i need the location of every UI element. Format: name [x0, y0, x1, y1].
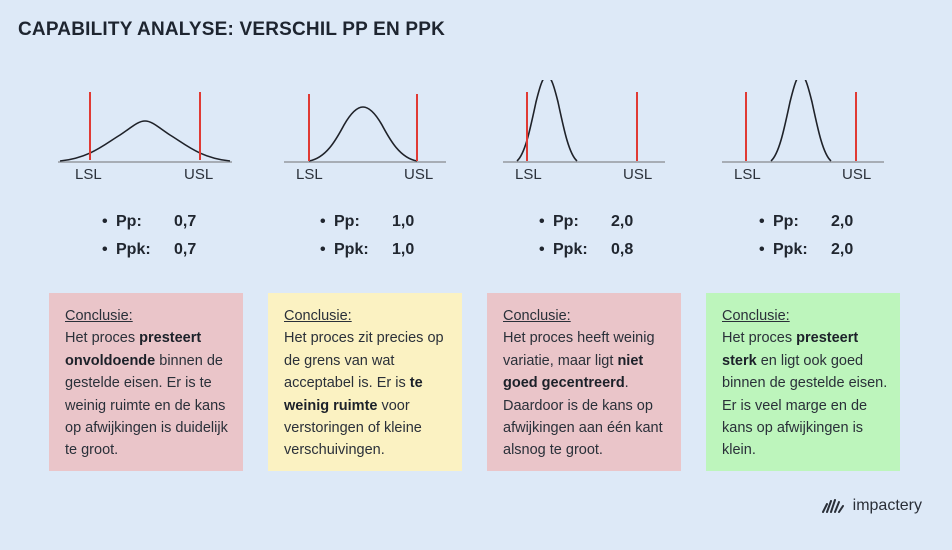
body-text: en ligt ook goed binnen de gestelde eise…: [722, 352, 888, 459]
conclusion-heading: Conclusie:: [284, 308, 352, 324]
ppk-label: Ppk:: [553, 241, 588, 258]
pp-value: 0,7: [174, 213, 197, 230]
lsl-label: LSL: [734, 166, 761, 183]
usl-label: USL: [842, 166, 872, 183]
body-text: Het proces: [65, 330, 140, 347]
ppk-label: Ppk:: [116, 241, 151, 258]
bullet: •: [539, 213, 545, 230]
fan-logo-icon: [821, 499, 844, 513]
distribution-plot-3: [503, 80, 665, 163]
body-text: binnen de gestelde eisen. Er is te weini…: [65, 352, 228, 459]
usl-label: USL: [404, 166, 434, 183]
pp-value: 1,0: [392, 213, 415, 230]
bullet: •: [759, 241, 765, 258]
emphasis-text: niet goed gecentreerd: [503, 352, 644, 392]
brand-name: impactery: [852, 497, 922, 514]
ppk-value: 0,8: [611, 241, 634, 258]
lsl-label: LSL: [296, 166, 323, 183]
scenario-2: LSL USL • Pp: 1,0 • Ppk: 1,0: [276, 0, 496, 550]
body-text: Het proces heeft weinig variatie, maar l…: [503, 330, 655, 369]
ppk-label: Ppk:: [773, 241, 808, 258]
pp-label: Pp:: [334, 213, 360, 230]
lsl-label: LSL: [515, 166, 542, 183]
emphasis-text: presteert onvoldoende: [65, 330, 202, 369]
body-text: Het proces: [722, 330, 797, 347]
scenario-3: LSL USL • Pp: 2,0 • Ppk: 0,8: [495, 0, 715, 550]
body-text: voor verstoringen of kleine verschuiving…: [284, 397, 422, 459]
conclusion-heading: Conclusie:: [65, 308, 133, 324]
scenario-1: LSL USL • Pp: 0,7 • Ppk: 0,7: [50, 0, 270, 550]
ppk-value: 1,0: [392, 241, 415, 258]
conclusion-text: Het proces zit precies op de grens van w…: [284, 330, 444, 458]
distribution-plot-4: [722, 80, 884, 163]
conclusion-text: Het proces heeft weinig variatie, maar l…: [503, 330, 663, 458]
conclusion-box-3: Conclusie: Het proces heeft weinig varia…: [487, 293, 681, 471]
distribution-curve: [59, 120, 231, 162]
conclusion-text: Het proces presteert onvoldoende binnen …: [65, 330, 228, 458]
page-title: CAPABILITY ANALYSE: VERSCHIL PP EN PPK: [18, 19, 446, 40]
pp-label: Pp:: [773, 213, 799, 230]
distribution-curve: [770, 80, 832, 162]
conclusion-heading: Conclusie:: [722, 308, 790, 324]
emphasis-text: presteert sterk: [722, 330, 859, 369]
brand-logo: impactery: [821, 497, 922, 515]
distribution-curve: [516, 80, 578, 162]
ppk-value: 0,7: [174, 241, 197, 258]
bullet: •: [539, 241, 545, 258]
bullet: •: [320, 241, 326, 258]
bullet: •: [759, 213, 765, 230]
pp-value: 2,0: [831, 213, 854, 230]
distribution-plot-2: [284, 94, 446, 163]
body-text: Het proces zit precies op de grens van w…: [284, 330, 444, 392]
pp-value: 2,0: [611, 213, 634, 230]
conclusion-box-4: Conclusie: Het proces presteert sterk en…: [706, 293, 900, 471]
usl-label: USL: [184, 166, 214, 183]
ppk-label: Ppk:: [334, 241, 369, 258]
scenario-4: LSL USL • Pp: 2,0 • Ppk: 2,0: [714, 0, 934, 550]
pp-label: Pp:: [116, 213, 142, 230]
conclusion-box-1: Conclusie: Het proces presteert onvoldoe…: [49, 293, 243, 471]
body-text: . Daardoor is de kans op afwijkingen aan…: [503, 375, 663, 459]
distribution-plot-1: [58, 92, 232, 163]
ppk-value: 2,0: [831, 241, 854, 258]
usl-label: USL: [623, 166, 653, 183]
bullet: •: [102, 241, 108, 258]
bullet: •: [320, 213, 326, 230]
lsl-label: LSL: [75, 166, 102, 183]
conclusion-box-2: Conclusie: Het proces zit precies op de …: [268, 293, 462, 471]
bullet: •: [102, 213, 108, 230]
conclusion-heading: Conclusie:: [503, 308, 571, 324]
distribution-curve: [308, 106, 418, 162]
emphasis-text: te weinig ruimte: [284, 375, 423, 414]
conclusion-text: Het proces presteert sterk en ligt ook g…: [722, 330, 887, 458]
pp-label: Pp:: [553, 213, 579, 230]
